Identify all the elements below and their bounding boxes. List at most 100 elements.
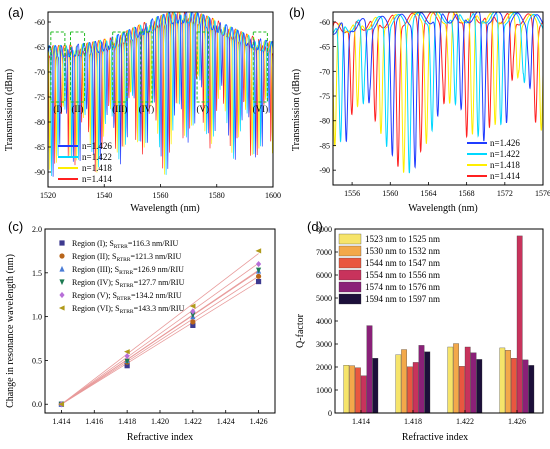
legend-label: Region (VI); SRTRR=143.3 nm/RIU	[72, 304, 185, 315]
panel-label: (c)	[8, 219, 23, 234]
fit-line	[61, 262, 259, 405]
bar	[407, 366, 413, 414]
data-point	[255, 260, 262, 268]
bar	[528, 365, 535, 414]
y-tick-label: 0	[328, 409, 332, 418]
panel-d: (d) Q-factor Refractive index 1.414 1.418…	[285, 215, 550, 444]
region-label: (III)	[112, 104, 127, 114]
data-point	[255, 267, 262, 274]
x-tick-label: 1.418	[404, 417, 422, 426]
x-tick-label: 1600	[265, 191, 281, 200]
x-tick-label: 1564	[420, 189, 436, 198]
x-tick-label: 1580	[209, 191, 225, 200]
y-tick-label: 5000	[316, 294, 332, 303]
series-line-n=1.426	[47, 11, 274, 177]
y-tick-label: 8000	[316, 225, 332, 234]
bar	[459, 366, 465, 414]
x-tick-label: 1.422	[184, 417, 202, 426]
x-axis-label: Refractive index	[127, 432, 193, 443]
y-axis-label: Q-factor	[295, 313, 306, 348]
y-tick-label: 7000	[316, 248, 332, 257]
data-point	[124, 349, 130, 355]
legend-label: Region (IV); SRTRR=127.7 nm/RIU	[72, 278, 185, 289]
y-tick-label: -85	[319, 141, 330, 150]
x-tick-label: 1568	[459, 189, 475, 198]
x-tick-label: 1576	[535, 189, 550, 198]
data-point	[190, 319, 196, 325]
x-tick-label: 1.422	[456, 417, 474, 426]
y-tick-label: 2.0	[32, 225, 42, 234]
bar	[516, 235, 523, 414]
region-label: (VI)	[253, 104, 269, 114]
y-tick-label: 0.5	[32, 356, 42, 365]
y-tick-label: -70	[34, 68, 45, 77]
bar	[412, 362, 419, 414]
panel-a: (a) Transmission (dBm) Wavelength (nm) (…	[0, 0, 285, 215]
y-tick-label: 1000	[316, 386, 332, 395]
legend-label: n=1.418	[82, 163, 112, 173]
x-axis-label: Wavelength (nm)	[130, 203, 199, 214]
bar	[476, 359, 483, 414]
data-point	[190, 322, 196, 328]
legend-label: n=1.422	[82, 152, 112, 162]
data-point	[59, 240, 65, 246]
region-label: (II)	[72, 104, 84, 114]
region-box	[140, 31, 153, 103]
y-axis-label: Transmission (dBm)	[4, 69, 15, 151]
data-point	[58, 305, 65, 311]
y-tick-label: -90	[34, 168, 45, 177]
legend-label: 1594 nm to 1597 nm	[365, 294, 440, 304]
y-tick-label: 0.0	[32, 400, 42, 409]
legend-label: Region (I); SRTRR=116.3 nm/RIU	[72, 239, 178, 250]
legend-label: n=1.418	[490, 160, 520, 170]
bar	[343, 365, 350, 414]
bar	[522, 359, 529, 414]
legend-swatch	[338, 269, 362, 281]
x-tick-label: 1556	[344, 189, 360, 198]
fit-line	[61, 269, 259, 405]
x-tick-label: 1.414	[52, 417, 70, 426]
legend-label: 1530 nm to 1532 nm	[365, 246, 440, 256]
x-tick-label: 1.420	[151, 417, 169, 426]
fit-line	[61, 253, 259, 405]
legend-label: 1523 nm to 1525 nm	[365, 234, 440, 244]
y-tick-label: -70	[319, 67, 330, 76]
bar	[366, 325, 373, 414]
legend-swatch	[338, 233, 362, 245]
y-tick-label: 2000	[316, 363, 332, 372]
region-box	[196, 31, 209, 103]
x-tick-label: 1.416	[85, 417, 103, 426]
fit-line	[61, 281, 259, 405]
fit-line	[61, 275, 259, 405]
bar	[447, 346, 454, 414]
bar	[349, 365, 355, 414]
region-label: (IV)	[139, 104, 155, 114]
legend-label: 1544 nm to 1547 nm	[365, 258, 440, 268]
transmission-zoom-chart: (b) Transmission (dBm) Wavelength (nm) -…	[289, 5, 550, 214]
y-tick-label: -65	[34, 43, 45, 52]
data-point	[190, 312, 196, 318]
region-label: (I)	[53, 104, 62, 114]
legend-label: n=1.426	[490, 138, 520, 148]
region-label: (V)	[196, 104, 209, 114]
x-axis-label: Refractive index	[402, 432, 468, 443]
y-tick-label: 6000	[316, 271, 332, 280]
bar	[453, 343, 459, 414]
x-tick-label: 1520	[40, 191, 56, 200]
x-tick-label: 1540	[96, 191, 112, 200]
data-point	[58, 401, 65, 407]
legend-label: Region (II); SRTRR=121.3 nm/RIU	[72, 252, 181, 263]
x-tick-label: 1.424	[217, 417, 235, 426]
y-tick-label: -85	[34, 143, 45, 152]
x-tick-label: 1560	[382, 189, 398, 198]
panel-label: (d)	[307, 219, 323, 234]
series-line-n=1.422	[47, 11, 274, 177]
legend-swatch	[338, 245, 362, 257]
y-tick-label: 3000	[316, 340, 332, 349]
x-tick-label: 1572	[497, 189, 513, 198]
legend-label: n=1.414	[490, 171, 520, 181]
y-tick-label: -60	[34, 18, 45, 27]
bar	[372, 358, 379, 414]
y-tick-label: -75	[34, 93, 45, 102]
legend-swatch	[338, 293, 362, 305]
